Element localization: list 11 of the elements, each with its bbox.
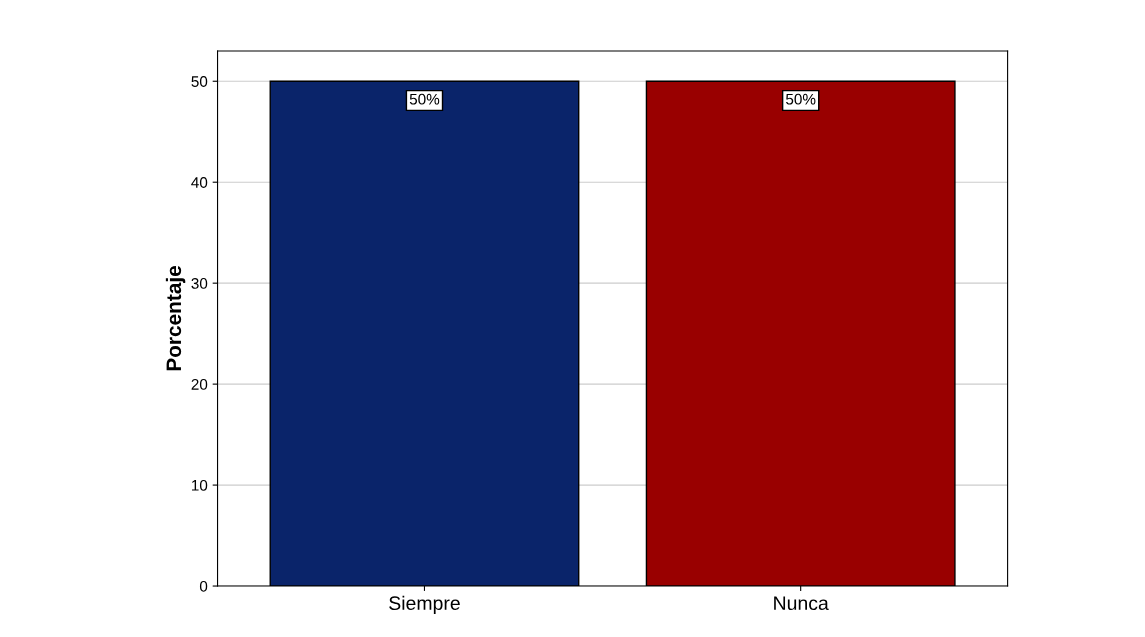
x-tick-label: Siempre	[389, 595, 460, 614]
x-tick-label: Nunca	[774, 596, 829, 611]
y-tick-label: 30	[191, 278, 208, 289]
y-tick-label: 20	[191, 378, 208, 390]
y-tick-label: 10	[192, 479, 208, 491]
y-tick-label: 0	[199, 580, 208, 592]
data-label: 50%	[786, 93, 816, 105]
y-tick-label: 40	[191, 177, 208, 188]
y-tick-label: 50	[191, 76, 208, 87]
y-axis-title: Porcentaje	[165, 265, 186, 371]
data-label: 50%	[409, 93, 440, 105]
